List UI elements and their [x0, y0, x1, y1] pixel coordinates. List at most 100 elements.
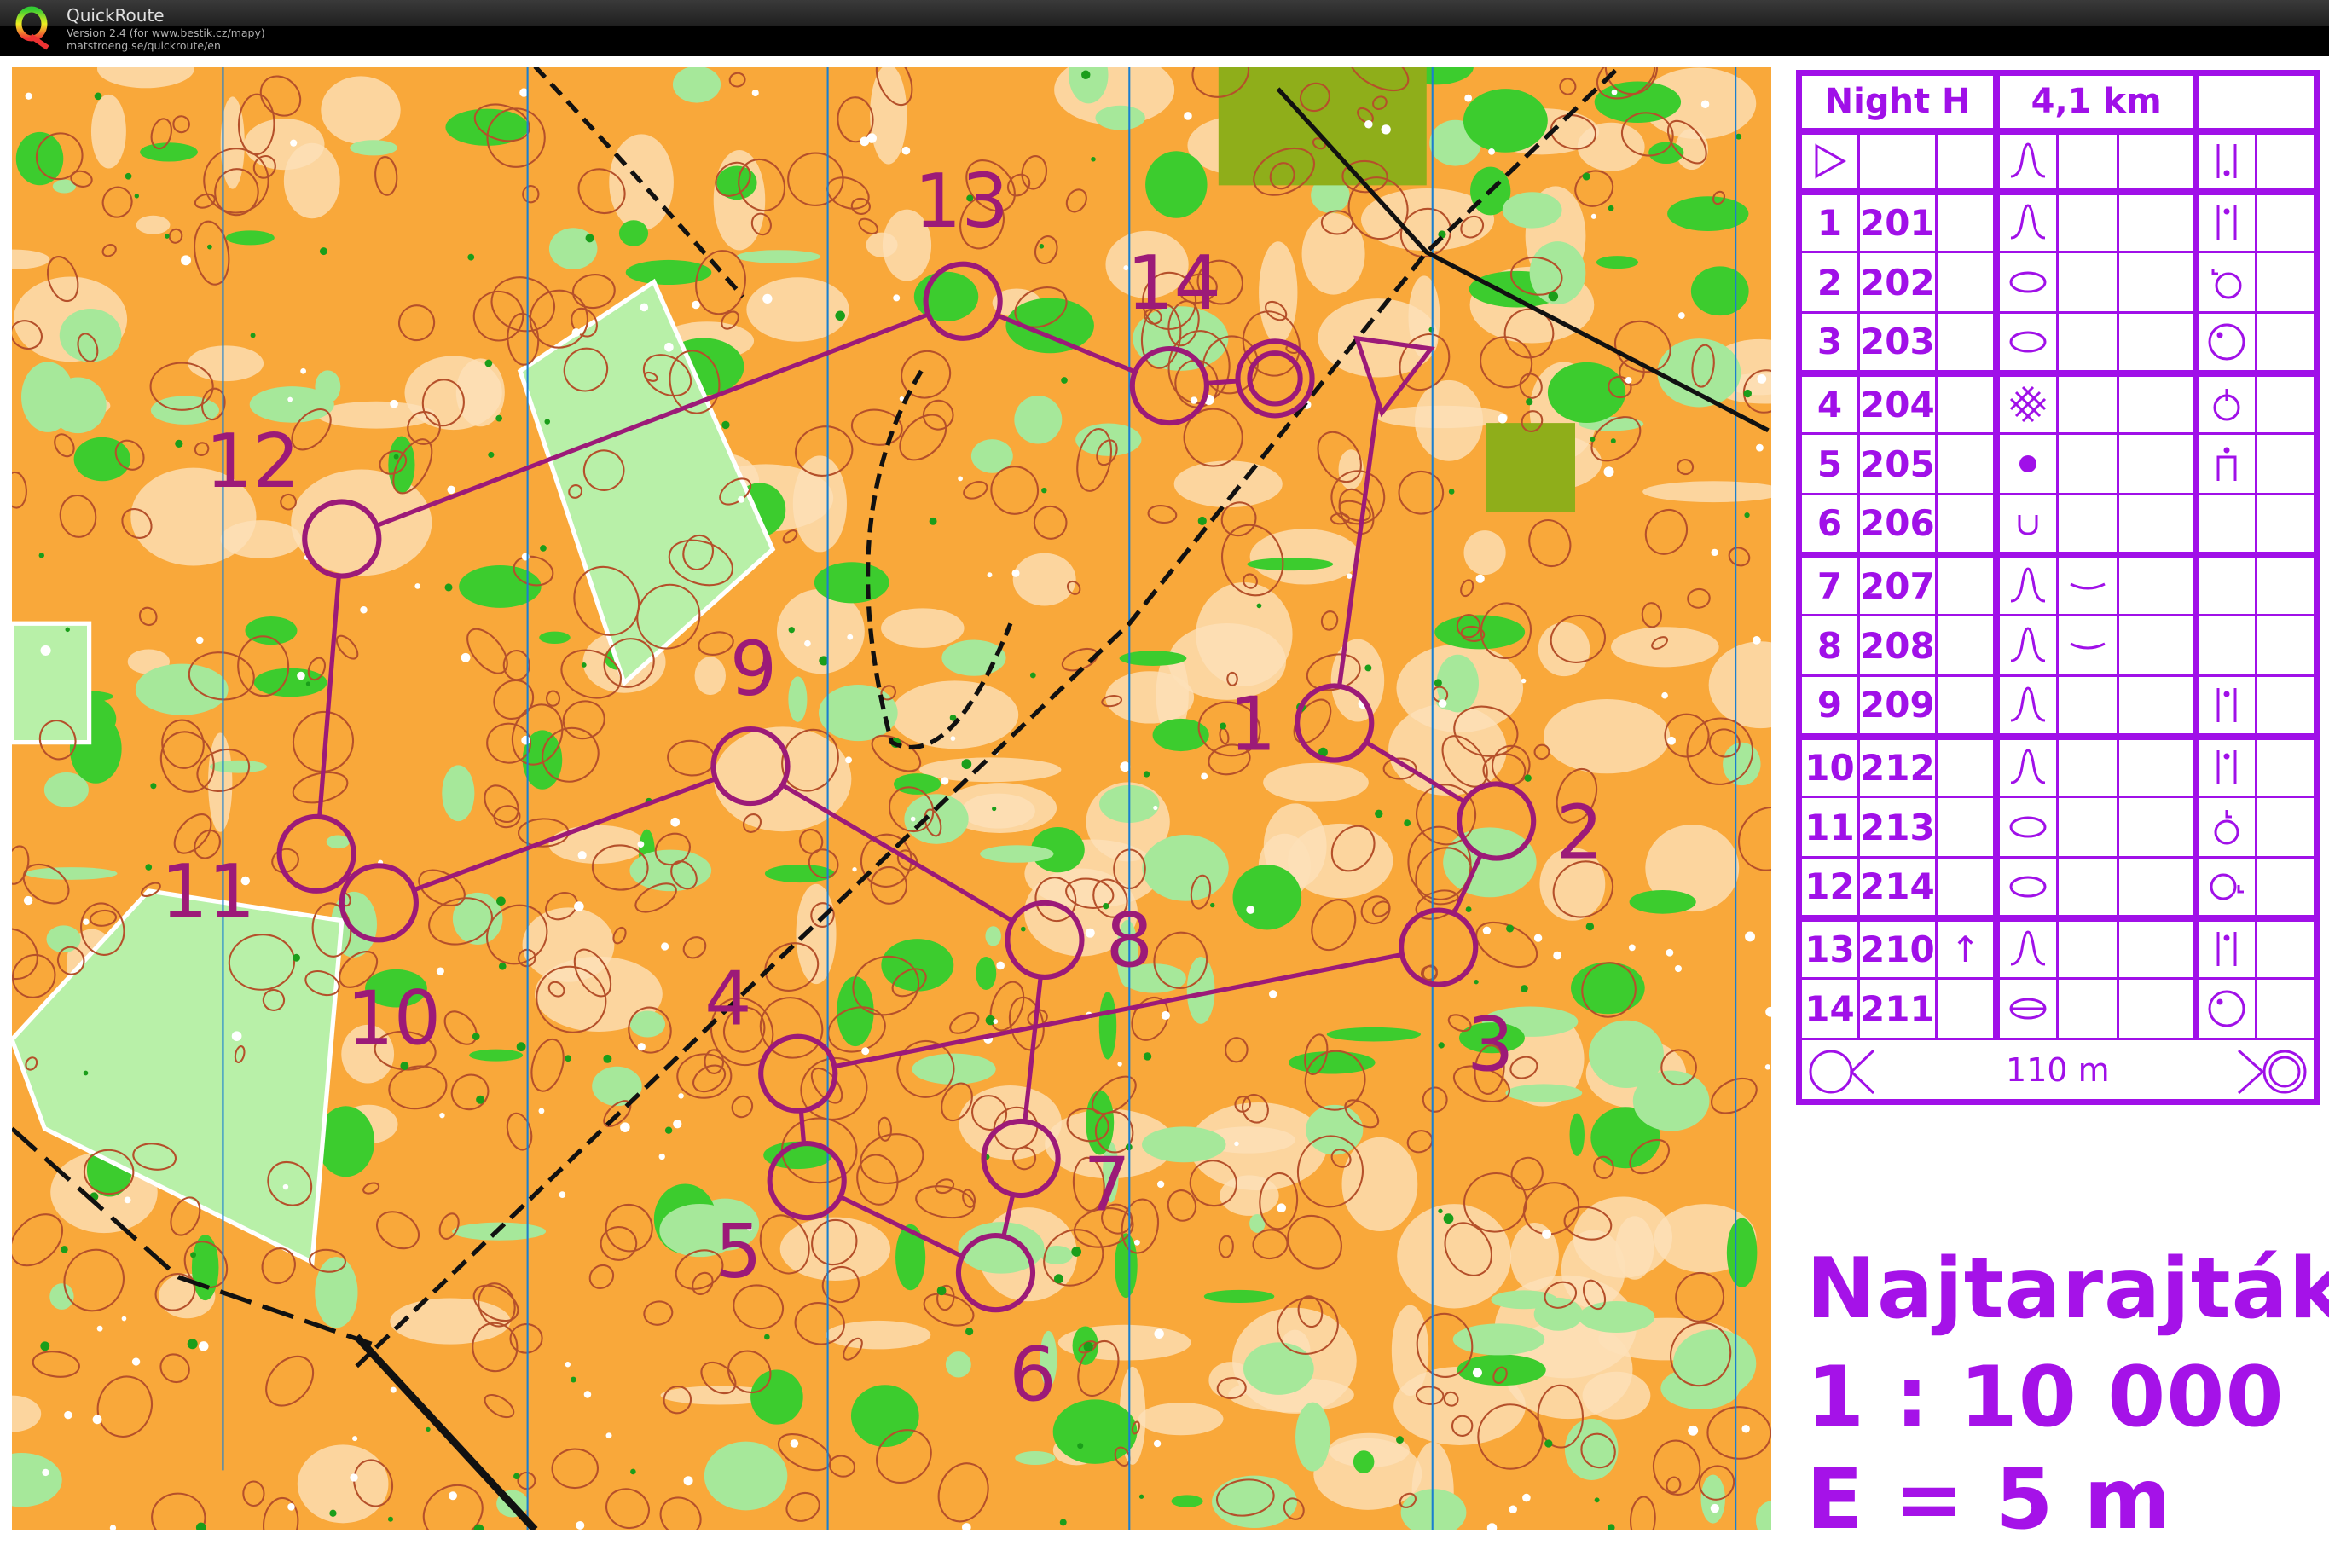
- control-number: 5: [715, 1208, 762, 1295]
- control-circle[interactable]: [302, 499, 382, 579]
- feature-thicket-icon: [2009, 386, 2046, 423]
- control-number: 8: [1106, 898, 1153, 985]
- feature-knoll-icon: [2010, 930, 2046, 966]
- col-h: [2254, 493, 2318, 558]
- description-row: 11 213: [1798, 796, 2318, 859]
- position: [2194, 493, 2257, 558]
- col-h: [2254, 674, 2318, 740]
- col-h: [2254, 614, 2318, 677]
- description-row: 13 210 ↑: [1798, 917, 2318, 980]
- position: [2194, 674, 2257, 740]
- direction: [1934, 432, 2001, 495]
- control-number: 9: [730, 626, 777, 713]
- appearance: [2055, 674, 2119, 740]
- position: [2194, 917, 2257, 980]
- control-code: 205: [1857, 432, 1938, 495]
- feature: [1995, 432, 2059, 495]
- control-circle[interactable]: [339, 863, 419, 943]
- control-circle[interactable]: [1005, 900, 1085, 980]
- terrain-layer: [12, 67, 1771, 1530]
- control-descriptions: Night H 4,1 km 1 201 2 202 3 203 4 204 5 205 6 206 7…: [1796, 70, 2320, 1105]
- col-f: [2116, 735, 2200, 798]
- col-f: [2116, 432, 2200, 495]
- position-nw-part-icon: [2208, 323, 2245, 361]
- control-code: 210: [1857, 917, 1938, 980]
- control-code: 211: [1857, 977, 1938, 1040]
- control-number: 7: [1798, 553, 1860, 616]
- feature: [1995, 553, 2059, 616]
- col-h: [2254, 130, 2318, 195]
- control-circle[interactable]: [276, 813, 356, 894]
- control-circle[interactable]: [923, 261, 1003, 341]
- col-a-start-triangle-icon: [1815, 143, 1846, 179]
- control-number: 10: [346, 975, 441, 1062]
- direction: [1934, 251, 2001, 314]
- course-leg: [317, 576, 341, 818]
- control-circle[interactable]: [981, 1118, 1061, 1199]
- description-row: 7 207: [1798, 553, 2318, 616]
- feature-knoll-icon: [2010, 204, 2046, 240]
- control-circle[interactable]: [710, 726, 791, 807]
- course-leg: [1364, 740, 1466, 804]
- description-row: 14 211: [1798, 977, 2318, 1040]
- position-top-icon: [2216, 750, 2237, 785]
- map-scale: 1 : 10 000: [1806, 1349, 2285, 1446]
- col-h: [2254, 311, 2318, 377]
- col-f: [2116, 251, 2200, 314]
- description-row: 9 209: [1798, 674, 2318, 740]
- feature: [1995, 372, 2059, 435]
- direction: [1934, 796, 2001, 859]
- description-row: 5 205: [1798, 432, 2318, 495]
- description-row: [1798, 130, 2318, 195]
- control-circle[interactable]: [1295, 683, 1375, 763]
- control-circle[interactable]: [1129, 345, 1209, 426]
- control-number: 3: [1798, 311, 1860, 377]
- course-leg: [1001, 1194, 1016, 1237]
- position: [2194, 372, 2257, 435]
- control-circle[interactable]: [758, 1033, 838, 1114]
- position: [2194, 190, 2257, 253]
- feature-oval-icon: [2009, 876, 2047, 898]
- description-row: 1 201: [1798, 190, 2318, 253]
- col-f: [2116, 674, 2200, 740]
- control-circle[interactable]: [767, 1140, 847, 1221]
- control-circle[interactable]: [955, 1233, 1036, 1313]
- feature-knoll-icon: [2010, 627, 2046, 662]
- col-h: [2254, 917, 2318, 980]
- appearance: [2055, 372, 2119, 435]
- control-number: 10: [1798, 735, 1860, 798]
- control-code: 201: [1857, 190, 1938, 253]
- control-circle[interactable]: [1457, 781, 1537, 861]
- control-code: 203: [1857, 311, 1938, 377]
- position-n-foot-icon: [2214, 810, 2239, 845]
- position-top-icon: [2216, 932, 2237, 967]
- feature-saddle-oval-icon: [2009, 998, 2047, 1020]
- course-leg: [1451, 853, 1483, 915]
- control-number: 6: [1798, 493, 1860, 558]
- position-nw-foot-icon: [2211, 269, 2242, 299]
- last-control-to-finish-icon: [1809, 1049, 1875, 1095]
- description-row: 2 202: [1798, 251, 2318, 314]
- col-f: [2116, 493, 2200, 558]
- feature: [1995, 917, 2059, 980]
- header-empty: [2194, 72, 2318, 135]
- map-name: Najtarajták: [1806, 1241, 2329, 1338]
- control-number: 12: [206, 418, 300, 505]
- finish-row: 110 m: [1798, 1038, 2318, 1103]
- control-number: 13: [914, 158, 1009, 245]
- feature-knoll-icon: [2010, 142, 2046, 178]
- control-circle[interactable]: [1399, 907, 1479, 987]
- direction: [1934, 977, 2001, 1040]
- course-leg: [833, 952, 1403, 1069]
- direction: [1934, 372, 2001, 435]
- col-f: [2116, 977, 2200, 1040]
- position-top-icon: [2216, 687, 2237, 722]
- position: [2194, 432, 2257, 495]
- direction: [1934, 311, 2001, 377]
- control-number: 5: [1798, 432, 1860, 495]
- col-f: [2116, 553, 2200, 616]
- appearance-shallow-icon: [2070, 582, 2106, 590]
- position: [2194, 553, 2257, 616]
- course-leg: [1336, 402, 1380, 687]
